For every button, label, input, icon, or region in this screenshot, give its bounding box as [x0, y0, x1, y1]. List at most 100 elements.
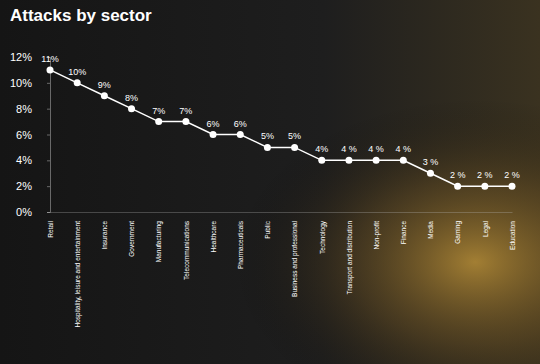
x-tick-label: Legal — [482, 220, 490, 236]
y-tick-label: 8% — [16, 103, 32, 115]
data-label: 5% — [288, 131, 301, 141]
marker — [210, 131, 217, 138]
x-tick: Finance — [400, 212, 407, 244]
data-label: 4% — [315, 144, 328, 154]
data-label: 4 % — [368, 144, 384, 154]
marker — [345, 157, 352, 164]
y-tick-mark — [47, 186, 50, 187]
x-tick: Pharmaceuticals — [237, 212, 244, 269]
data-label: 5% — [261, 131, 274, 141]
marker — [481, 183, 488, 190]
data-label: 9% — [98, 80, 111, 90]
x-tick: Gaming — [454, 212, 462, 244]
x-tick-label: Pharmaceuticals — [237, 220, 244, 269]
data-label: 8% — [125, 93, 138, 103]
background-glow — [0, 0, 540, 364]
data-label: 2 % — [504, 170, 520, 180]
marker — [155, 118, 162, 125]
marker — [74, 79, 81, 86]
y-tick-mark — [47, 83, 50, 84]
y-tick-label: 4% — [16, 154, 32, 166]
y-tick: 2% — [16, 180, 50, 192]
y-tick: 6% — [16, 129, 50, 141]
x-tick: Insurance — [101, 212, 108, 250]
marker — [128, 105, 135, 112]
data-label: 6% — [207, 119, 220, 129]
x-tick: Telecommunications — [183, 212, 190, 280]
marker — [373, 157, 380, 164]
y-tick: 0% — [16, 206, 50, 218]
marker — [318, 157, 325, 164]
marker — [47, 66, 54, 73]
data-label: 4 % — [396, 144, 412, 154]
x-tick: Technology — [319, 212, 327, 254]
x-tick-label: Government — [128, 221, 135, 257]
marker — [237, 131, 244, 138]
data-label: 7% — [152, 106, 165, 116]
y-tick-label: 0% — [16, 206, 32, 218]
x-tick: Public — [264, 212, 271, 239]
y-tick-label: 6% — [16, 129, 32, 141]
y-axis-line — [47, 58, 51, 213]
x-tick-label: Healthcare — [210, 221, 217, 253]
x-tick: Education — [509, 212, 516, 250]
title: Attacks by sector — [10, 6, 152, 25]
y-tick: 4% — [16, 154, 50, 166]
x-tick-label: Non-profit — [373, 221, 381, 250]
x-tick: Retail — [47, 212, 54, 238]
x-tick-label: Education — [509, 221, 516, 250]
marker — [101, 92, 108, 99]
y-tick-label: 12% — [10, 51, 32, 63]
y-tick: 10% — [10, 77, 50, 89]
data-label: 11% — [41, 54, 58, 64]
marker — [427, 170, 434, 177]
data-labels: 11% 10% 9% 8% 7% 7% 6% 6% 5% 5% 4% 4 % 4 % 4 % 3 % 2 % 2… — [41, 54, 519, 180]
x-tick: Government — [128, 212, 135, 257]
x-tick: Healthcare — [210, 212, 217, 252]
background — [0, 0, 540, 364]
x-tick-label: Media — [427, 221, 434, 239]
y-tick-mark — [47, 135, 50, 136]
x-tick-label: Public — [264, 220, 271, 238]
x-tick-label: Finance — [400, 221, 407, 245]
x-tick-label: Insurance — [101, 221, 108, 250]
x-tick-label: Telecommunications — [183, 220, 190, 280]
x-tick-label: Technology — [319, 220, 327, 254]
x-tick: Hospitality, leisure and entertainment — [74, 212, 82, 327]
data-label: 2 % — [450, 170, 466, 180]
plot-area — [47, 66, 516, 189]
data-label: 7% — [179, 106, 192, 116]
marker — [291, 144, 298, 151]
marker — [400, 157, 407, 164]
x-axis: Retail Hospitality, leisure and entertain… — [47, 212, 516, 327]
y-tick: 8% — [16, 103, 50, 115]
data-label: 6% — [234, 119, 247, 129]
marker — [264, 144, 271, 151]
chart: Attacks by sector 0% 2% 4% 6% 8% 10% 12% Retail H… — [0, 0, 540, 364]
y-tick-mark — [47, 212, 50, 213]
data-label: 3 % — [423, 157, 439, 167]
y-axis: 0% 2% 4% 6% 8% 10% 12% — [10, 51, 51, 218]
x-tick: Media — [427, 212, 434, 239]
marker — [509, 183, 516, 190]
y-tick-label: 10% — [10, 77, 32, 89]
x-axis-line — [51, 212, 513, 213]
x-tick: Business and professional — [291, 212, 299, 297]
x-tick: Transport and distribution — [346, 212, 354, 294]
y-tick-label: 2% — [16, 180, 32, 192]
marker — [454, 183, 461, 190]
x-tick: Manufacturing — [155, 212, 163, 262]
marker — [182, 118, 189, 125]
x-tick-label: Retail — [47, 220, 54, 237]
series-line — [50, 70, 512, 186]
x-tick-label: Business and professional — [291, 220, 299, 296]
x-tick-label: Transport and distribution — [346, 221, 354, 295]
x-tick: Non-profit — [373, 212, 381, 250]
x-tick-label: Hospitality, leisure and entertainment — [74, 221, 82, 328]
data-label: 10% — [68, 67, 86, 77]
data-label: 4 % — [341, 144, 357, 154]
data-label: 2 % — [477, 170, 493, 180]
x-tick: Legal — [482, 212, 490, 237]
y-tick-mark — [47, 160, 50, 161]
x-tick-label: Gaming — [454, 221, 462, 244]
